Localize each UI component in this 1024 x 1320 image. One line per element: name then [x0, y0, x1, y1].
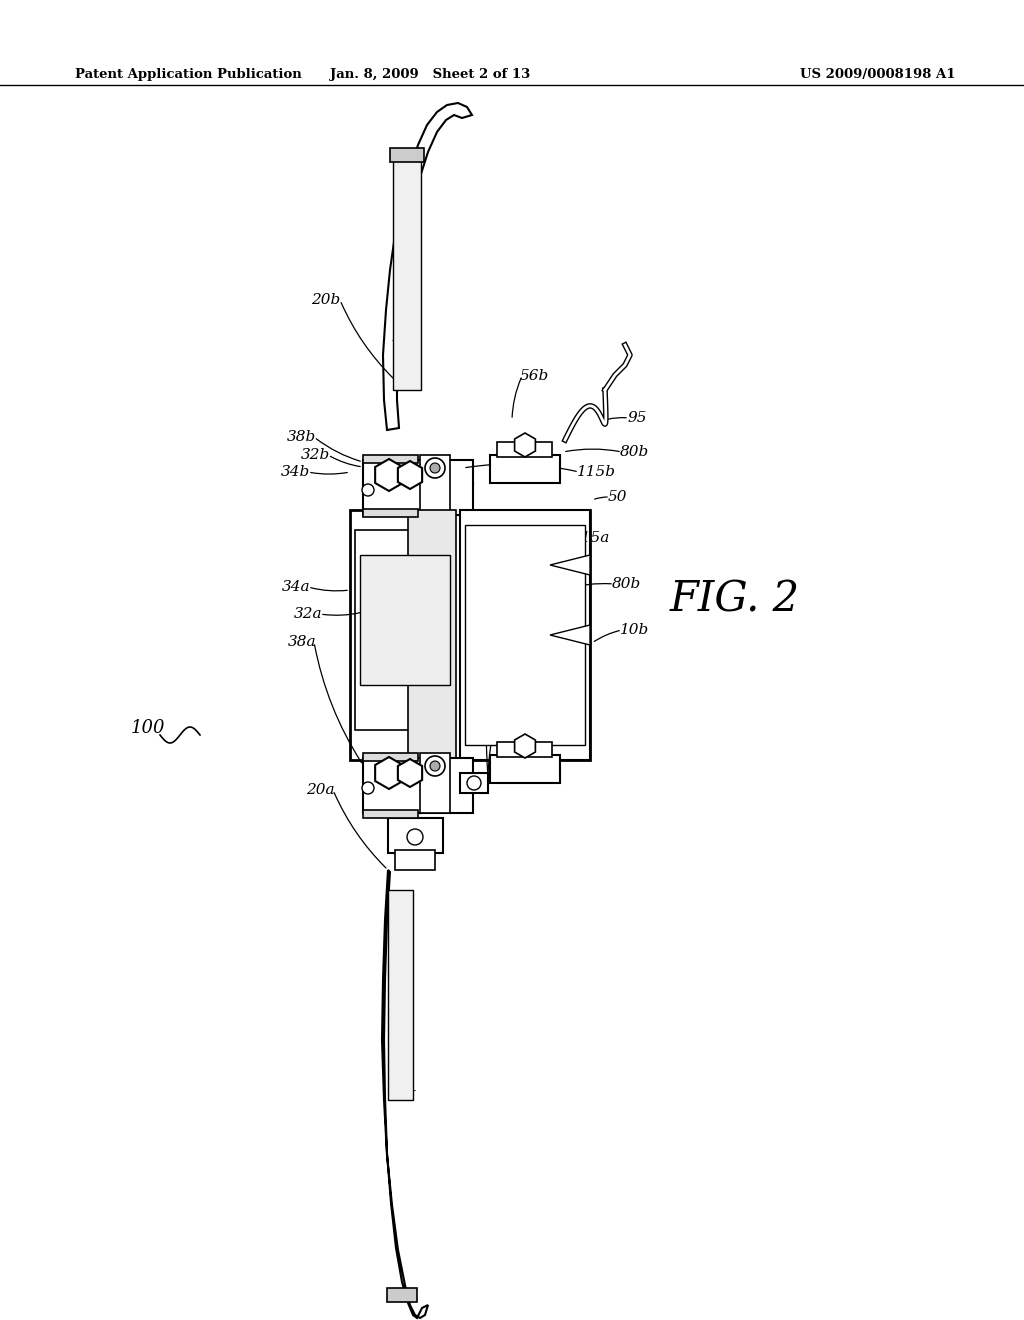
Bar [420, 455, 450, 515]
Text: 56b: 56b [520, 370, 549, 383]
Bar [490, 755, 560, 783]
Text: 38b: 38b [287, 430, 316, 444]
Bar [390, 148, 424, 162]
Polygon shape [398, 759, 422, 787]
Circle shape [425, 458, 445, 478]
Text: 34a: 34a [282, 579, 310, 594]
Bar [393, 160, 421, 389]
Polygon shape [515, 433, 536, 457]
Bar [362, 459, 473, 515]
Text: 34b: 34b [281, 465, 310, 479]
Bar [355, 531, 455, 730]
Bar [460, 510, 590, 760]
Polygon shape [550, 624, 590, 645]
Bar [490, 455, 560, 483]
Bar [395, 850, 435, 870]
Text: 20b: 20b [310, 293, 340, 308]
Text: 56a: 56a [512, 661, 541, 675]
Text: 100: 100 [131, 719, 165, 737]
Text: 115a: 115a [572, 531, 610, 545]
Text: 80b: 80b [612, 577, 641, 591]
Bar [362, 752, 418, 762]
Bar [362, 455, 418, 463]
Polygon shape [383, 103, 472, 430]
Bar [460, 774, 488, 793]
Bar [408, 510, 456, 760]
Text: 110b: 110b [500, 634, 539, 647]
Bar [350, 510, 590, 760]
Bar [387, 1288, 417, 1302]
Text: 10b: 10b [620, 623, 649, 638]
Bar [420, 752, 450, 813]
Text: Patent Application Publication: Patent Application Publication [75, 69, 302, 81]
Polygon shape [398, 461, 422, 488]
Text: 80b: 80b [620, 445, 649, 459]
Circle shape [425, 756, 445, 776]
Text: 38a: 38a [288, 635, 316, 649]
Text: 95: 95 [627, 411, 646, 425]
Bar [497, 442, 552, 457]
Polygon shape [375, 459, 402, 491]
Text: 50: 50 [608, 490, 628, 504]
Circle shape [362, 484, 374, 496]
Polygon shape [382, 870, 428, 1317]
Polygon shape [550, 554, 590, 576]
Text: FIG. 2: FIG. 2 [670, 579, 800, 620]
Text: 55b: 55b [558, 558, 587, 573]
Circle shape [467, 776, 481, 789]
Text: Jan. 8, 2009   Sheet 2 of 13: Jan. 8, 2009 Sheet 2 of 13 [330, 69, 530, 81]
Bar [497, 742, 552, 756]
Circle shape [430, 762, 440, 771]
Bar [388, 818, 443, 853]
Text: 32b: 32b [301, 447, 330, 462]
Bar [388, 890, 413, 1100]
Text: US 2009/0008198 A1: US 2009/0008198 A1 [800, 69, 955, 81]
Bar [362, 758, 473, 813]
Bar [465, 525, 585, 744]
Polygon shape [375, 756, 402, 789]
Text: 115b: 115b [577, 465, 616, 479]
Bar [360, 554, 450, 685]
Text: 20a: 20a [306, 783, 335, 797]
Circle shape [407, 829, 423, 845]
Bar [362, 810, 418, 818]
Polygon shape [515, 734, 536, 758]
Text: 32a: 32a [293, 607, 322, 620]
Circle shape [362, 781, 374, 795]
Circle shape [430, 463, 440, 473]
Bar [362, 510, 418, 517]
